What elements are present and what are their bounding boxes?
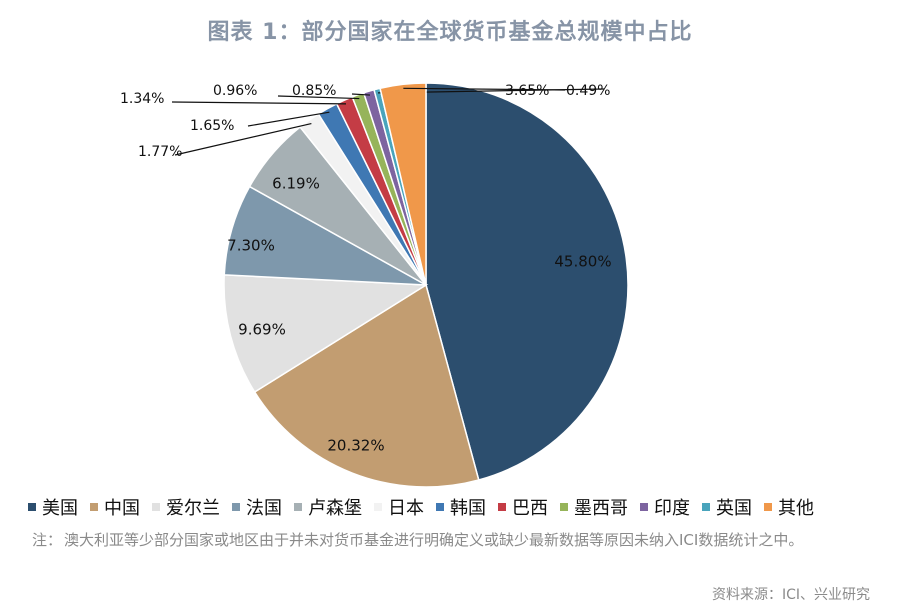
leader-line-8 bbox=[277, 95, 360, 100]
data-label-0: 45.80% bbox=[554, 253, 611, 271]
data-label-6: 1.65% bbox=[190, 118, 234, 134]
legend-label: 印度 bbox=[654, 498, 690, 519]
legend-label: 英国 bbox=[716, 498, 752, 519]
legend-item-3: 法国 bbox=[232, 494, 282, 520]
legend-label: 法国 bbox=[246, 498, 282, 519]
leader-line-11 bbox=[403, 87, 566, 91]
legend-swatch bbox=[232, 503, 240, 511]
pie-slice-2 bbox=[223, 274, 429, 394]
legend-item-11: 其他 bbox=[764, 494, 814, 520]
legend-item-0: 美国 bbox=[28, 494, 78, 520]
legend-item-2: 爱尔兰 bbox=[152, 494, 220, 520]
footnote-prefix: 注： bbox=[32, 531, 63, 549]
data-label-4: 6.19% bbox=[272, 175, 320, 193]
legend-label: 其他 bbox=[778, 498, 814, 519]
pie-slice-11 bbox=[379, 82, 427, 286]
legend-label: 美国 bbox=[42, 498, 78, 519]
legend-swatch bbox=[764, 503, 772, 511]
legend-swatch bbox=[640, 503, 648, 511]
legend-label: 中国 bbox=[104, 498, 140, 519]
legend-swatch bbox=[436, 503, 444, 511]
data-label-11: 3.65% bbox=[505, 83, 549, 99]
data-label-1: 20.32% bbox=[327, 437, 384, 455]
legend-item-7: 巴西 bbox=[498, 494, 548, 520]
chart-title: 图表 1：部分国家在全球货币基金总规模中占比 bbox=[207, 20, 693, 45]
data-label-9: 0.85% bbox=[292, 83, 336, 99]
legend-swatch bbox=[294, 503, 302, 511]
legend-label: 墨西哥 bbox=[574, 498, 628, 519]
legend-swatch bbox=[90, 503, 98, 511]
legend-item-1: 中国 bbox=[90, 494, 140, 520]
legend-swatch bbox=[498, 503, 506, 511]
legend-swatch bbox=[28, 503, 36, 511]
data-label-7: 1.34% bbox=[120, 91, 164, 107]
legend-label: 日本 bbox=[388, 498, 424, 519]
legend-item-4: 卢森堡 bbox=[294, 494, 362, 520]
legend-label: 韩国 bbox=[450, 498, 486, 519]
legend-label: 巴西 bbox=[512, 498, 548, 519]
data-label-3: 7.30% bbox=[227, 237, 275, 255]
legend-swatch bbox=[702, 503, 710, 511]
legend-item-8: 墨西哥 bbox=[560, 494, 628, 520]
source-credit: 资料来源：ICI、兴业研究 bbox=[711, 587, 870, 603]
footnote: 注： 澳大利亚等少部分国家或地区由于并未对货币基金进行明确定义或缺少最新数据等原… bbox=[32, 528, 870, 553]
legend-item-10: 英国 bbox=[702, 494, 752, 520]
data-label-10: 0.49% bbox=[566, 83, 610, 99]
leader-line-6 bbox=[247, 111, 330, 127]
chart-legend: 美国 中国 爱尔兰 法国 卢森堡 日本 韩国 巴西 墨西哥 印度 英国 其他 bbox=[28, 494, 888, 520]
leader-line-7 bbox=[171, 101, 347, 105]
data-label-2: 9.69% bbox=[238, 321, 286, 339]
legend-item-5: 日本 bbox=[374, 494, 424, 520]
legend-swatch bbox=[374, 503, 382, 511]
legend-label: 卢森堡 bbox=[308, 498, 362, 519]
leader-line-5 bbox=[174, 122, 312, 156]
legend-label: 爱尔兰 bbox=[166, 498, 220, 519]
pie-slice-1 bbox=[253, 283, 480, 488]
pie-slice-0 bbox=[425, 82, 629, 481]
data-label-5: 1.77% bbox=[138, 144, 182, 160]
legend-swatch bbox=[560, 503, 568, 511]
legend-item-6: 韩国 bbox=[436, 494, 486, 520]
data-label-8: 0.96% bbox=[213, 83, 257, 99]
legend-swatch bbox=[152, 503, 160, 511]
leader-line-9 bbox=[351, 93, 371, 96]
legend-item-9: 印度 bbox=[640, 494, 690, 520]
footnote-text: 澳大利亚等少部分国家或地区由于并未对货币基金进行明确定义或缺少最新数据等原因未纳… bbox=[64, 531, 804, 549]
